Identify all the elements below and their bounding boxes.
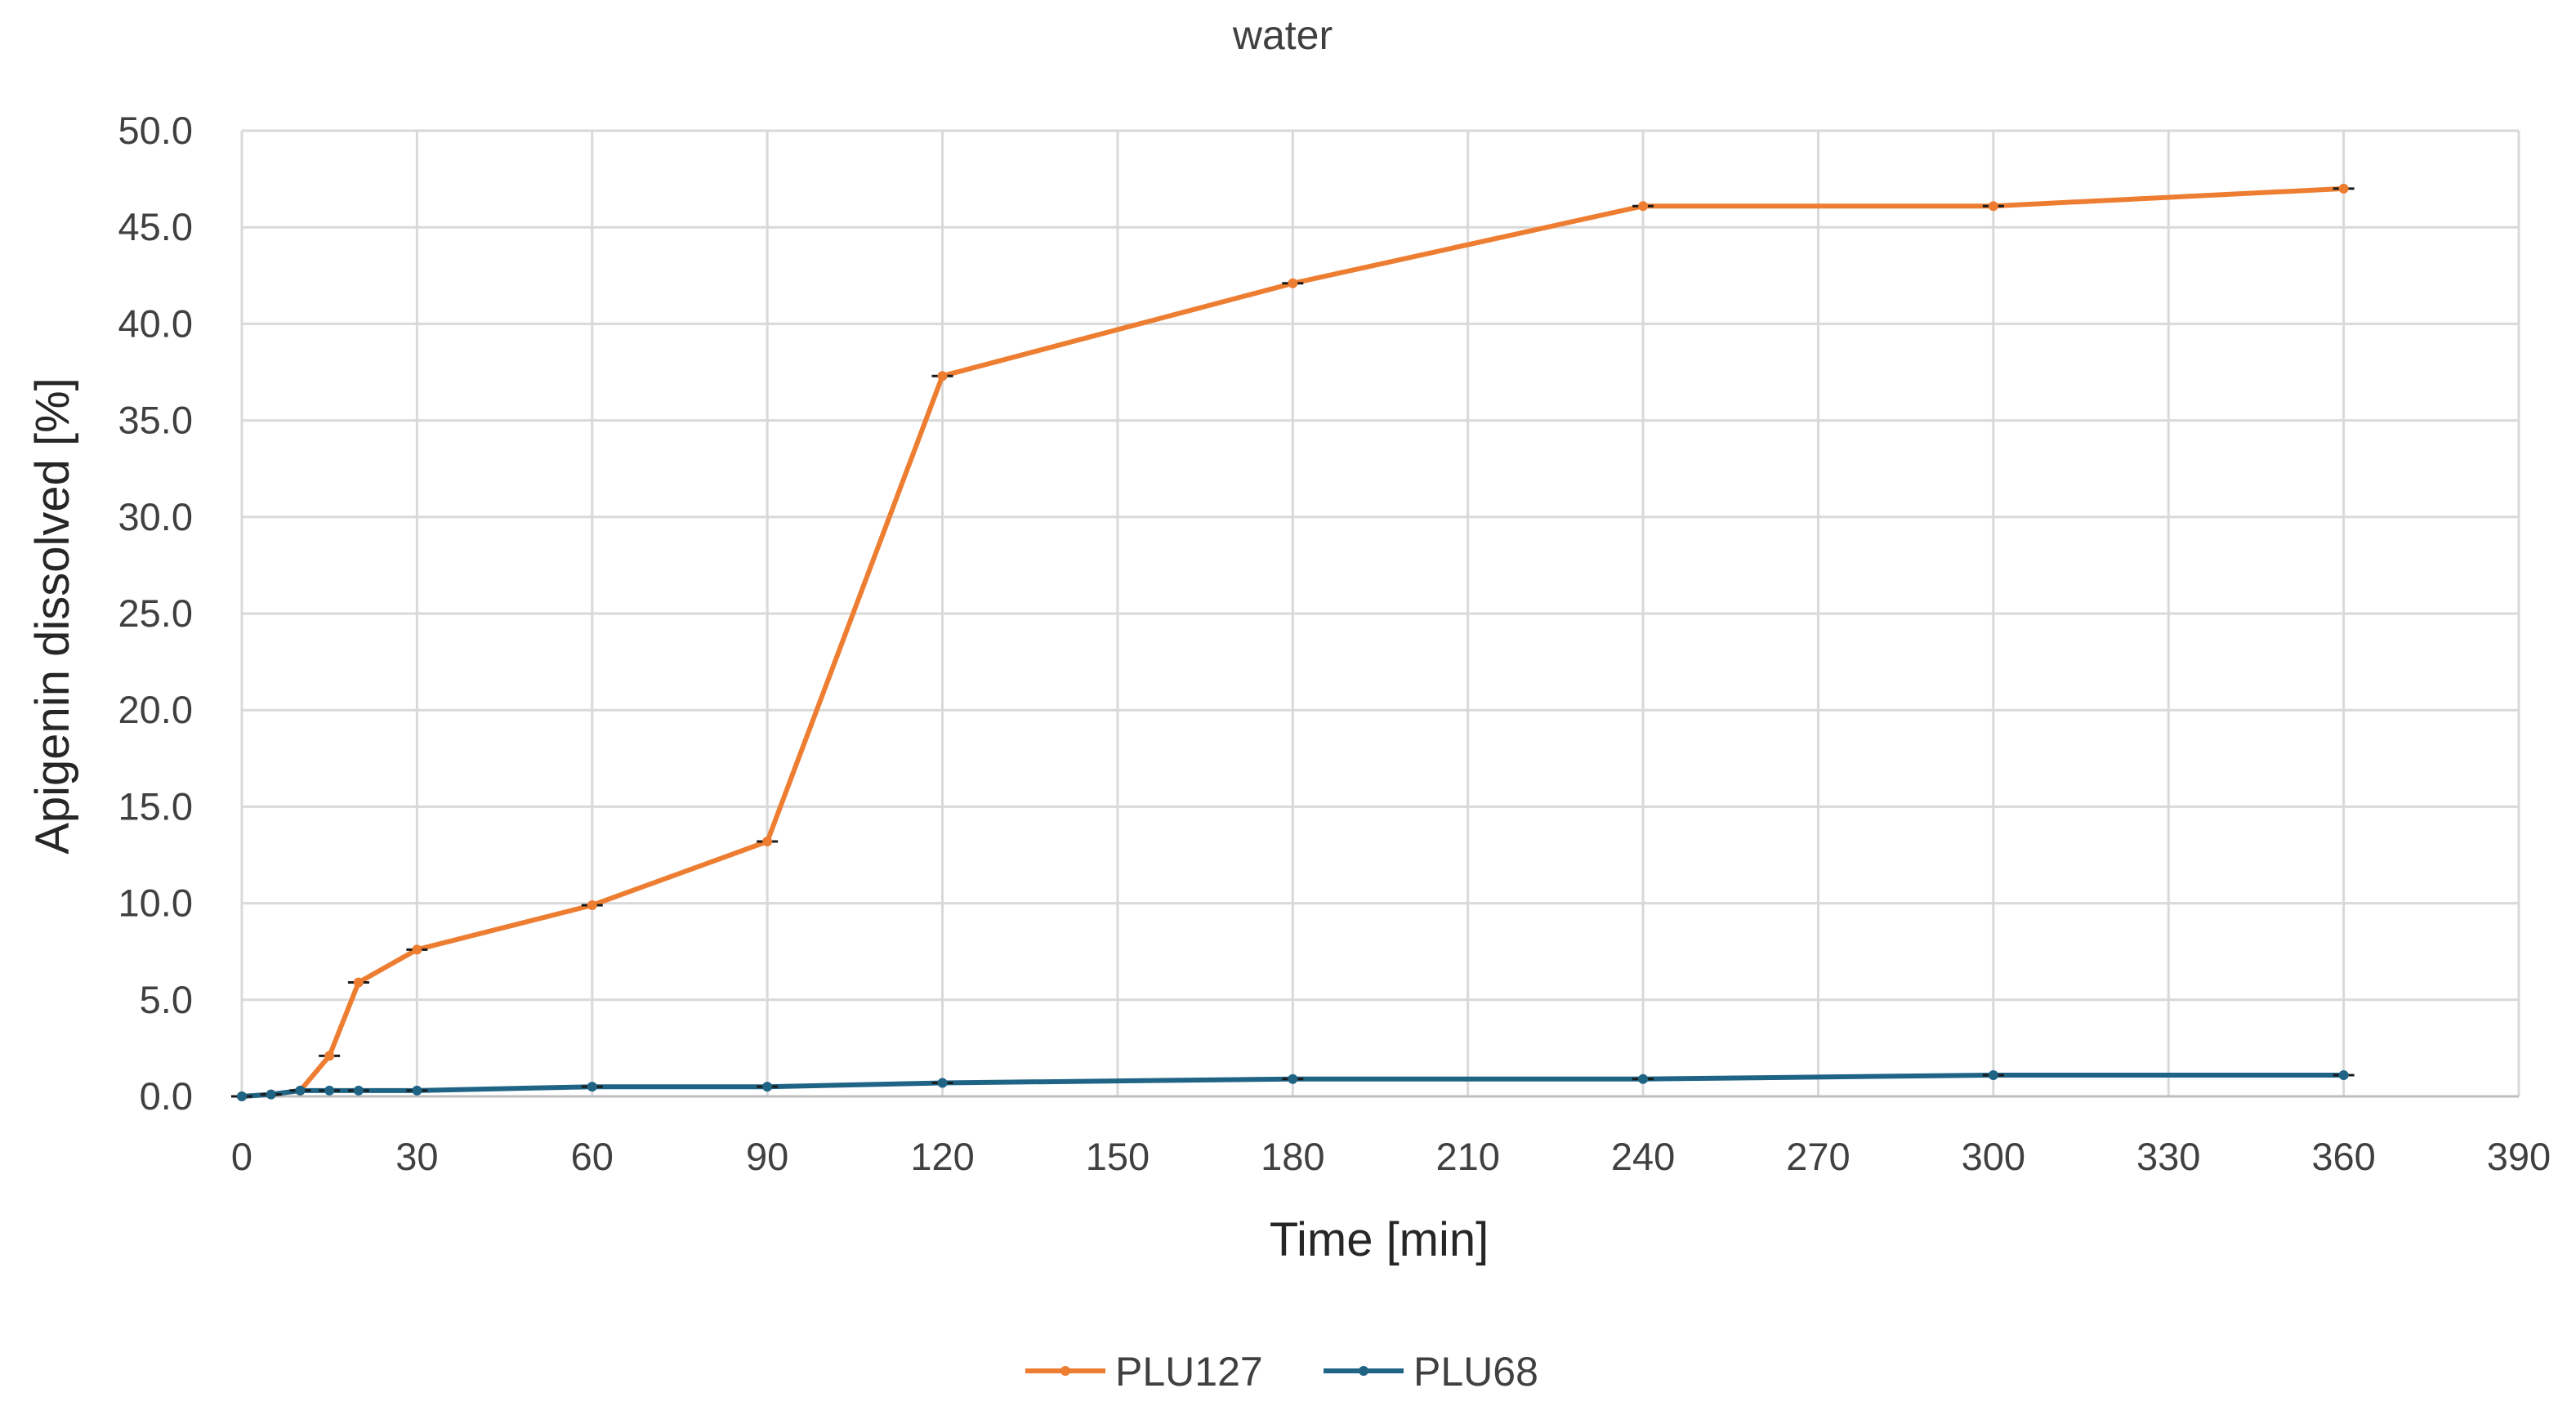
data-point — [412, 944, 422, 955]
y-tick-label: 40.0 — [118, 301, 193, 345]
legend-label: PLU68 — [1413, 1349, 1538, 1395]
data-point — [1638, 1074, 1649, 1084]
data-point — [762, 1082, 773, 1092]
y-tick-label: 15.0 — [118, 784, 193, 828]
gridlines — [240, 129, 2520, 1098]
data-point — [2338, 183, 2349, 194]
data-point — [937, 371, 948, 382]
chart-title: water — [1232, 12, 1333, 58]
y-tick-label: 25.0 — [118, 591, 193, 635]
x-axis-label: Time [min] — [1270, 1213, 1489, 1266]
y-tick-label: 30.0 — [118, 495, 193, 538]
y-tick-label: 5.0 — [140, 978, 193, 1021]
x-tick-label: 150 — [1086, 1135, 1150, 1178]
y-axis-label: Apigenin dissolved [%] — [26, 377, 79, 855]
x-tick-label: 240 — [1611, 1135, 1675, 1178]
legend-item-plu68: PLU68 — [1324, 1349, 1538, 1395]
data-point — [324, 1085, 335, 1096]
x-tick-label: 390 — [2487, 1135, 2551, 1178]
data-point — [1988, 1069, 1998, 1080]
y-tick-label: 35.0 — [118, 399, 193, 442]
data-point — [762, 836, 773, 846]
data-point — [353, 1085, 364, 1096]
x-tick-label: 60 — [571, 1135, 614, 1178]
data-point — [295, 1085, 306, 1096]
data-point — [587, 1082, 597, 1092]
data-point — [937, 1078, 948, 1088]
data-point — [1288, 1074, 1298, 1084]
data-point — [1288, 278, 1298, 288]
x-tick-label: 210 — [1435, 1135, 1499, 1178]
x-tick-label: 300 — [1962, 1135, 2025, 1178]
data-point — [324, 1051, 335, 1061]
x-tick-label: 0 — [231, 1135, 252, 1178]
y-tick-label: 50.0 — [118, 109, 193, 152]
y-tick-label: 45.0 — [118, 205, 193, 248]
series-plu68 — [231, 1069, 2355, 1101]
x-tick-label: 120 — [910, 1135, 974, 1178]
x-tick-label: 90 — [746, 1135, 788, 1178]
data-point — [1988, 201, 1998, 212]
data-point — [412, 1085, 422, 1096]
plot-area — [231, 183, 2355, 1101]
axes: 0.0 5.0 10.0 15.0 20.0 25.0 30.0 35.0 40.0 45.0 50… — [118, 109, 2551, 1178]
data-point — [266, 1089, 276, 1100]
legend-item-plu127: PLU127 — [1025, 1349, 1263, 1395]
x-tick-label: 360 — [2311, 1135, 2375, 1178]
legend-marker — [1060, 1366, 1070, 1376]
data-point — [353, 977, 364, 988]
x-tick-label: 270 — [1786, 1135, 1850, 1178]
y-tick-label: 20.0 — [118, 688, 193, 731]
legend: PLU127 PLU68 — [1025, 1349, 1538, 1395]
x-tick-label: 180 — [1261, 1135, 1324, 1178]
x-tick-label: 30 — [395, 1135, 438, 1178]
legend-label: PLU127 — [1115, 1349, 1263, 1395]
x-tick-label: 330 — [2136, 1135, 2200, 1178]
y-tick-label: 0.0 — [140, 1074, 193, 1118]
data-point — [237, 1091, 247, 1101]
y-tick-label: 10.0 — [118, 882, 193, 925]
legend-marker — [1359, 1366, 1368, 1376]
data-point — [2338, 1069, 2349, 1080]
data-point — [1638, 201, 1649, 212]
data-point — [587, 899, 597, 910]
